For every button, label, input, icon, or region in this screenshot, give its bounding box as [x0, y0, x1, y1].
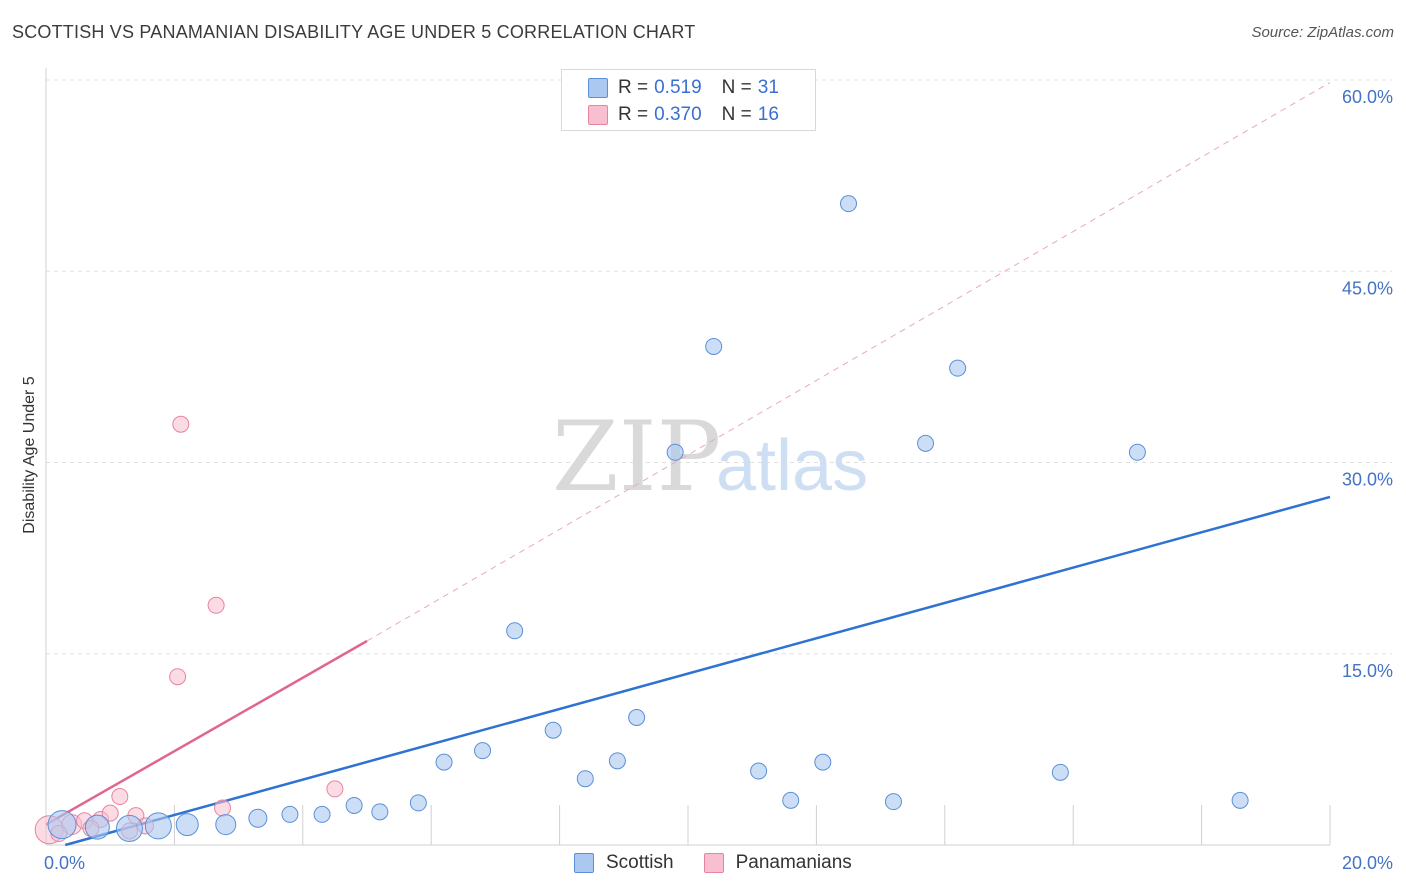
x-tick-label: 20.0% [1342, 853, 1393, 873]
legend-item-panamanian[interactable]: Panamanians [703, 852, 852, 874]
scottish-point [782, 791, 800, 809]
scottish-point [1231, 791, 1249, 809]
scottish-point [608, 752, 626, 770]
y-tick-label: 45.0% [1342, 278, 1393, 298]
scottish-point [115, 814, 143, 842]
x-tick-label: 0.0% [44, 853, 85, 873]
scottish-point [281, 805, 299, 823]
r-value: 0.370 [654, 103, 702, 125]
tick-labels: 15.0% 30.0% 45.0% 60.0% 0.0% 20.0% [44, 87, 1393, 873]
scottish-point [345, 796, 363, 814]
grid-lines [46, 79, 1392, 655]
legend-item-scottish[interactable]: Scottish [574, 852, 674, 874]
legend-label-panamanian: Panamanians [735, 852, 852, 873]
scottish-trend-line [64, 495, 1331, 847]
scottish-point [313, 805, 331, 823]
scottish-swatch [574, 853, 594, 873]
scottish-point [248, 808, 268, 828]
stats-legend: R = 0.519 N = 31 R = 0.370 N = 16 [561, 69, 816, 131]
n-label: N = [721, 76, 752, 98]
watermark-atlas: atlas [716, 426, 868, 506]
panamanian-point [111, 788, 129, 806]
scottish-point [409, 794, 427, 812]
panamanian-point [214, 799, 232, 817]
data-points [34, 195, 1249, 845]
scottish-point [576, 770, 594, 788]
scottish-point [949, 359, 967, 377]
scottish-point [84, 814, 110, 840]
n-label: N = [721, 103, 752, 125]
panamanian-point [169, 668, 187, 686]
scottish-point [371, 803, 389, 821]
scottish-point [435, 753, 453, 771]
panamanian-trend-extension [366, 82, 1331, 642]
panamanian-swatch [588, 104, 608, 125]
y-tick-label: 30.0% [1342, 470, 1393, 490]
legend-label-scottish: Scottish [606, 852, 674, 873]
legend-row-scottish: R = 0.519 N = 31 [588, 74, 779, 101]
source-label: Source: ZipAtlas.com [1251, 24, 1394, 41]
watermark-zip: ZIP [552, 401, 721, 513]
panamanian-trend-line [45, 639, 368, 826]
chart-title: SCOTTISH VS PANAMANIAN DISABILITY AGE UN… [12, 22, 696, 42]
panamanian-point [326, 780, 344, 798]
scottish-point [474, 742, 492, 760]
r-label: R = [618, 103, 649, 125]
scottish-point [215, 814, 237, 836]
scottish-point [884, 793, 902, 811]
axes [45, 68, 1331, 846]
scottish-point [544, 721, 562, 739]
y-tick-label: 15.0% [1342, 661, 1393, 681]
scottish-point [47, 810, 77, 840]
scottish-point [666, 443, 684, 461]
r-label: R = [618, 76, 649, 98]
y-axis-label: Disability Age Under 5 [21, 376, 38, 534]
panamanian-point [172, 415, 190, 433]
panamanian-point [101, 804, 119, 822]
scottish-point [506, 622, 524, 640]
series-legend: Scottish Panamanians [574, 852, 882, 874]
scottish-point [1128, 443, 1146, 461]
scottish-point [1051, 763, 1069, 781]
scottish-swatch [588, 77, 608, 98]
scottish-point [917, 434, 935, 452]
n-value: 16 [757, 103, 779, 125]
scottish-point [175, 813, 199, 837]
panamanian-swatch [703, 853, 724, 873]
scottish-point [750, 762, 768, 780]
r-value: 0.519 [654, 76, 702, 98]
scottish-point [144, 812, 172, 840]
y-tick-label: 60.0% [1342, 87, 1393, 107]
scottish-point [628, 709, 646, 726]
n-value: 31 [757, 76, 779, 98]
panamanian-point [207, 596, 225, 614]
trend-lines [45, 82, 1331, 847]
scottish-point [705, 337, 723, 355]
legend-row-panamanian: R = 0.370 N = 16 [588, 101, 779, 128]
scottish-point [840, 195, 857, 213]
scottish-point [814, 753, 832, 771]
